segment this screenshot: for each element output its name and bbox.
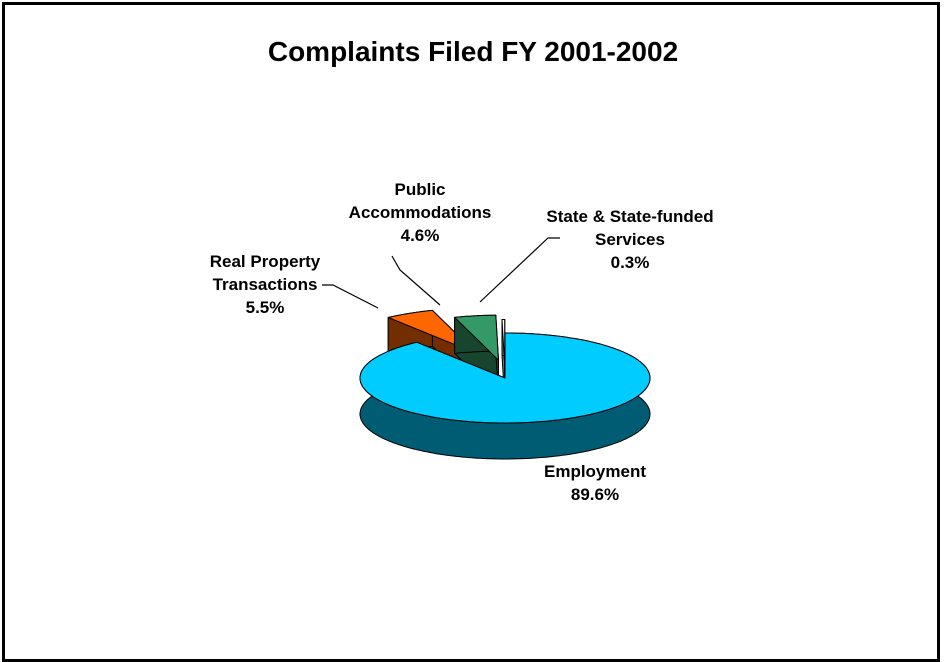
category-label: Public Accommodations (348, 180, 492, 222)
leader-lines (322, 237, 560, 309)
slice-label: Employment 89.6% (500, 460, 690, 506)
slice-top (501, 319, 506, 365)
leader-line (479, 237, 560, 303)
slice-top (454, 314, 499, 361)
chart-title: Complaints Filed FY 2001-2002 (267, 36, 679, 67)
value-label: 89.6% (570, 485, 620, 504)
value-label: 0.3% (610, 253, 650, 272)
slice-label: State & State-funded Services 0.3% (530, 205, 730, 274)
category-label: State & State-funded Services (546, 207, 714, 249)
category-label: Real Property Transactions (209, 252, 321, 294)
value-label: 5.5% (245, 298, 285, 317)
slice-top (359, 332, 651, 424)
value-label: 4.6% (400, 226, 440, 245)
leader-line (322, 284, 379, 309)
slice-label: Real Property Transactions 5.5% (190, 250, 340, 319)
category-label: Employment (543, 462, 647, 481)
slice-label: Public Accommodations 4.6% (345, 178, 495, 247)
leader-line (391, 255, 441, 306)
